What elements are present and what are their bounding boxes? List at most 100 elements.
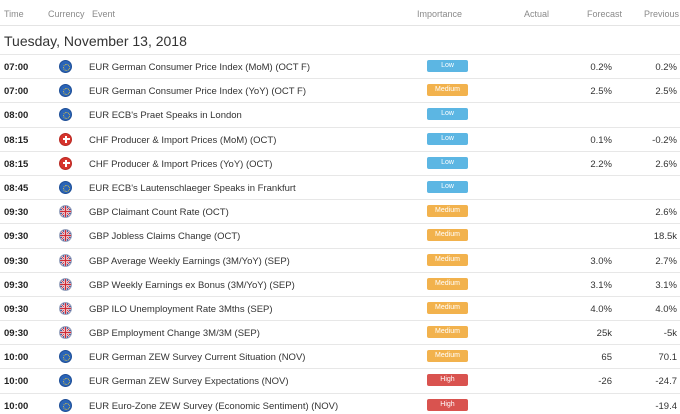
table-row[interactable]: 09:30 GBP ILO Unemployment Rate 3Mths (SE… [0, 295, 680, 320]
importance-badge: High [427, 398, 468, 411]
row-previous: -0.2% [652, 134, 677, 146]
importance-badge: Low [427, 180, 468, 193]
row-event[interactable]: EUR ECB's Praet Speaks in London [89, 110, 242, 122]
row-previous: 70.1 [658, 352, 678, 364]
row-previous: 0.2% [655, 62, 677, 73]
row-forecast: 25k [596, 328, 612, 340]
row-time: 09:30 [4, 303, 29, 315]
row-time: 08:45 [4, 182, 29, 194]
header-currency[interactable]: Currency [48, 9, 85, 19]
importance-badge: Medium [427, 301, 468, 314]
table-row[interactable]: 07:00 EUR German Consumer Price Index (Yo… [0, 78, 680, 102]
row-time: 08:15 [4, 158, 29, 170]
row-event[interactable]: EUR German Consumer Price Index (YoY) (O… [89, 86, 306, 98]
row-event[interactable]: EUR German Consumer Price Index (MoM) (O… [89, 62, 311, 73]
importance-badge: Medium [427, 326, 468, 339]
table-header: Time Currency Event Importance Actual Fo… [0, 0, 680, 26]
date-heading: Tuesday, November 13, 2018 [4, 33, 187, 49]
header-time[interactable]: Time [4, 9, 24, 19]
header-importance[interactable]: Importance [417, 9, 463, 19]
table-row[interactable]: 07:00 EUR German Consumer Price Index (Mo… [0, 54, 680, 78]
importance-badge: Medium [427, 277, 468, 290]
header-actual[interactable]: Actual [524, 9, 550, 19]
row-event[interactable]: EUR German ZEW Survey Expectations (NOV) [89, 376, 289, 388]
row-previous: 2.6% [655, 158, 677, 170]
row-time: 08:15 [4, 134, 29, 146]
table-row[interactable]: 09:30 GBP Weekly Earnings ex Bonus (3M/Yo… [0, 271, 680, 296]
row-forecast: 65 [601, 352, 612, 364]
row-forecast: 3.1% [590, 279, 612, 291]
importance-badge: Low [427, 108, 468, 121]
row-forecast: 3.0% [590, 255, 612, 267]
importance-badge: Medium [427, 253, 468, 266]
eu-flag-icon [59, 108, 72, 122]
row-event[interactable]: GBP Claimant Count Rate (OCT) [89, 207, 229, 219]
importance-badge: Medium [427, 84, 468, 97]
table-row[interactable]: 09:30 GBP Claimant Count Rate (OCT) Medium… [0, 199, 680, 223]
row-event[interactable]: EUR German ZEW Survey Current Situation … [89, 352, 306, 364]
table-row[interactable]: 09:30 GBP Employment Change 3M/3M (SEP) Me… [0, 320, 680, 344]
row-previous: -5k [663, 328, 677, 340]
row-previous: 4.0% [655, 303, 677, 315]
importance-badge: Medium [427, 205, 468, 218]
row-event[interactable]: GBP Jobless Claims Change (OCT) [89, 231, 241, 243]
table-row[interactable]: 08:15 CHF Producer & Import Prices (YoY) … [0, 150, 680, 175]
row-previous: 2.6% [655, 207, 677, 219]
row-event[interactable]: EUR Euro-Zone ZEW Survey (Economic Senti… [89, 400, 339, 412]
table-row[interactable]: 09:30 GBP Jobless Claims Change (OCT) Medi… [0, 223, 680, 247]
gb-flag-icon [59, 205, 72, 219]
row-forecast: 2.2% [590, 158, 612, 170]
row-forecast: 2.5% [590, 86, 612, 98]
table-row[interactable]: 09:30 GBP Average Weekly Earnings (3M/YoY… [0, 247, 680, 272]
row-previous: 2.5% [655, 86, 677, 98]
table-row[interactable]: 10:00 EUR German ZEW Survey Expectations … [0, 368, 680, 392]
header-forecast[interactable]: Forecast [587, 9, 623, 19]
row-previous: 2.7% [655, 255, 677, 267]
row-event[interactable]: GBP ILO Unemployment Rate 3Mths (SEP) [89, 303, 273, 315]
row-time: 09:30 [4, 255, 29, 267]
table-row[interactable]: 10:00 EUR Euro-Zone ZEW Survey (Economic … [0, 392, 680, 414]
row-time: 10:00 [4, 400, 29, 412]
importance-badge: Medium [427, 229, 468, 242]
eu-flag-icon [59, 350, 72, 364]
row-time: 09:30 [4, 231, 29, 243]
row-event[interactable]: CHF Producer & Import Prices (MoM) (OCT) [89, 134, 277, 146]
row-event[interactable]: EUR ECB's Lautenschlaeger Speaks in Fran… [89, 182, 296, 194]
importance-badge: High [427, 374, 468, 387]
gb-flag-icon [59, 229, 72, 243]
row-time: 09:30 [4, 328, 29, 340]
header-event[interactable]: Event [92, 9, 116, 19]
eu-flag-icon [59, 60, 72, 73]
row-previous: -19.4 [655, 400, 677, 412]
gb-flag-icon [59, 301, 72, 315]
row-forecast: 4.0% [590, 303, 612, 315]
row-event[interactable]: GBP Average Weekly Earnings (3M/YoY) (SE… [89, 255, 290, 267]
row-event[interactable]: GBP Employment Change 3M/3M (SEP) [89, 328, 260, 340]
calendar-table-body: 07:00 EUR German Consumer Price Index (Mo… [0, 54, 680, 414]
table-row[interactable]: 10:00 EUR German ZEW Survey Current Situa… [0, 344, 680, 368]
ch-flag-icon [59, 156, 72, 170]
ch-flag-icon [59, 132, 72, 146]
header-previous[interactable]: Previous [644, 9, 680, 19]
row-previous: -24.7 [655, 376, 677, 388]
row-forecast: 0.2% [590, 62, 612, 73]
row-time: 09:30 [4, 207, 29, 219]
row-time: 08:00 [4, 110, 29, 122]
row-time: 07:00 [4, 86, 29, 98]
eu-flag-icon [59, 374, 72, 388]
row-event[interactable]: CHF Producer & Import Prices (YoY) (OCT) [89, 158, 273, 170]
row-time: 07:00 [4, 62, 29, 73]
gb-flag-icon [59, 277, 72, 291]
eu-flag-icon [59, 398, 72, 412]
gb-flag-icon [59, 326, 72, 340]
importance-badge: Low [427, 132, 468, 145]
row-previous: 3.1% [655, 279, 677, 291]
eu-flag-icon [59, 180, 72, 194]
table-row[interactable]: 08:45 EUR ECB's Lautenschlaeger Speaks in… [0, 174, 680, 199]
table-row[interactable]: 08:00 EUR ECB's Praet Speaks in London Low [0, 102, 680, 126]
table-row[interactable]: 08:15 CHF Producer & Import Prices (MoM) … [0, 126, 680, 151]
row-event[interactable]: GBP Weekly Earnings ex Bonus (3M/YoY) (S… [89, 279, 295, 291]
row-time: 10:00 [4, 352, 29, 364]
row-time: 10:00 [4, 376, 29, 388]
row-forecast: 0.1% [590, 134, 612, 146]
